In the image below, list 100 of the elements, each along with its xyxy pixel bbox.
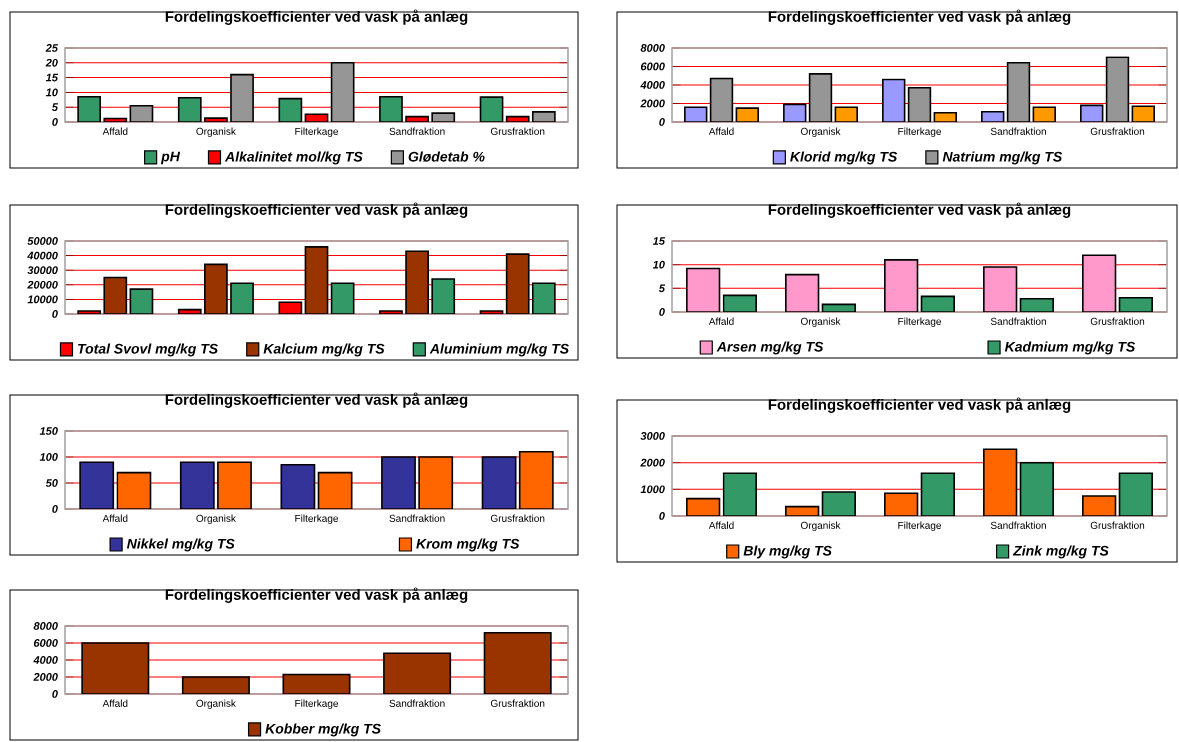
x-tick-label: Affald: [708, 127, 734, 135]
y-tick-label: 0: [659, 512, 665, 520]
legend-label: Bly mg/kg TS: [743, 545, 832, 559]
bar: [230, 282, 254, 314]
x-tick-label: Filterkage: [898, 317, 941, 327]
x-tick-label: Grusfraktion: [1090, 317, 1145, 325]
x-tick-label: Sandfraktion: [389, 127, 445, 135]
bar: [103, 276, 128, 314]
y-tick-label: 1000: [640, 485, 665, 494]
bar: [79, 461, 115, 509]
x-tick-label: Sandfraktion: [990, 317, 1046, 325]
y-tick-label: 0: [52, 118, 58, 126]
x-tick-label: Sandfraktion: [990, 127, 1046, 135]
y-tick-label: 50000: [27, 237, 58, 245]
bar: [204, 263, 228, 314]
y-tick-label: 20000: [27, 280, 58, 289]
y-tick-label: 4000: [640, 81, 665, 89]
bar: [505, 253, 530, 314]
x-tick-label: Grusfraktion: [490, 699, 545, 707]
legend-label: Zink mg/kg TS: [1012, 545, 1109, 559]
legend-label: Alkalinitet mol/kg TS: [224, 151, 363, 165]
y-tick-label: 50: [45, 479, 58, 487]
x-tick-label: Affald: [102, 699, 128, 707]
x-tick-label: Filterkage: [295, 514, 338, 524]
bar: [317, 471, 353, 509]
y-tick-label: 10: [652, 260, 665, 269]
x-tick-label: Affald: [102, 514, 128, 522]
y-tick-label: 15: [45, 73, 59, 82]
chart-title: Fordelingskoefficienter ved vask på anlæg: [165, 392, 468, 408]
bar: [282, 673, 351, 694]
bar: [179, 461, 215, 509]
y-tick-label: 0: [659, 308, 665, 316]
y-tick-label: 5: [658, 284, 666, 293]
y-tick-label: 8000: [33, 622, 58, 630]
x-tick-label: Filterkage: [898, 127, 941, 137]
y-tick-label: 0: [52, 505, 58, 513]
bar: [419, 456, 453, 509]
bar: [381, 456, 416, 509]
legend-label: Krom mg/kg TS: [416, 538, 520, 552]
bar: [77, 310, 102, 314]
y-tick-label: 25: [45, 44, 59, 52]
x-tick-label: Affald: [102, 127, 128, 135]
bar: [884, 259, 919, 312]
bar: [907, 86, 932, 122]
bar: [330, 61, 355, 122]
legend-label: Nikkel mg/kg TS: [126, 538, 235, 552]
x-tick-label: Affald: [708, 317, 734, 325]
y-tick-label: 40000: [27, 251, 58, 260]
x-tick-label: Filterkage: [898, 521, 941, 531]
legend-label: Kobber mg/kg TS: [265, 723, 381, 737]
y-tick-label: 0: [659, 118, 665, 126]
y-tick-label: 2000: [33, 673, 58, 681]
bar: [431, 278, 456, 314]
bar: [1118, 472, 1153, 516]
y-tick-label: 20: [45, 58, 58, 67]
bar: [481, 456, 517, 509]
bar: [405, 115, 429, 122]
y-tick-label: 3000: [640, 432, 665, 440]
x-tick-label: Sandfraktion: [389, 514, 445, 522]
y-tick-label: 10: [45, 88, 58, 97]
legend-label: Natrium mg/kg TS: [942, 151, 1063, 165]
bar: [808, 73, 833, 122]
x-tick-label: Grusfraktion: [1090, 127, 1145, 135]
chart-title: Fordelingskoefficienter ved vask på anlæg: [165, 9, 468, 25]
legend-label: Aluminium mg/kg TS: [429, 343, 569, 357]
legend-label: Glødetab %: [408, 151, 485, 162]
bar: [304, 246, 329, 314]
bar: [1105, 56, 1130, 122]
bar: [129, 288, 154, 314]
bar: [983, 449, 1017, 516]
bar: [722, 472, 757, 516]
y-tick-label: 2000: [640, 458, 665, 467]
bar: [479, 310, 504, 314]
bar: [405, 250, 429, 314]
y-tick-label: 2000: [640, 99, 665, 108]
legend-label: Kalcium mg/kg TS: [263, 343, 385, 357]
y-tick-label: 4000: [33, 656, 58, 664]
x-tick-label: Grusfraktion: [1090, 521, 1145, 529]
y-tick-label: 150: [39, 427, 58, 435]
bar: [1006, 61, 1031, 122]
x-tick-label: Grusfraktion: [490, 514, 545, 522]
bar: [505, 115, 530, 122]
y-tick-label: 0: [52, 310, 58, 318]
bar: [204, 117, 228, 122]
legend-label: Arsen mg/kg TS: [716, 341, 824, 355]
y-tick-label: 0: [52, 690, 58, 698]
legend-label: pH: [160, 151, 181, 165]
bar: [1082, 254, 1117, 312]
bar: [983, 267, 1017, 312]
x-tick-label: Sandfraktion: [990, 521, 1046, 529]
x-tick-label: Sandfraktion: [389, 699, 445, 707]
bar: [531, 282, 556, 314]
bar: [217, 461, 252, 509]
y-tick-label: 10000: [27, 295, 58, 304]
x-tick-label: Organisk: [196, 127, 236, 137]
chart-title: Fordelingskoefficienter ved vask på anlæg: [768, 202, 1071, 218]
bar: [709, 77, 734, 122]
bar: [785, 273, 820, 312]
x-tick-label: Organisk: [800, 127, 841, 137]
bar: [383, 653, 451, 694]
